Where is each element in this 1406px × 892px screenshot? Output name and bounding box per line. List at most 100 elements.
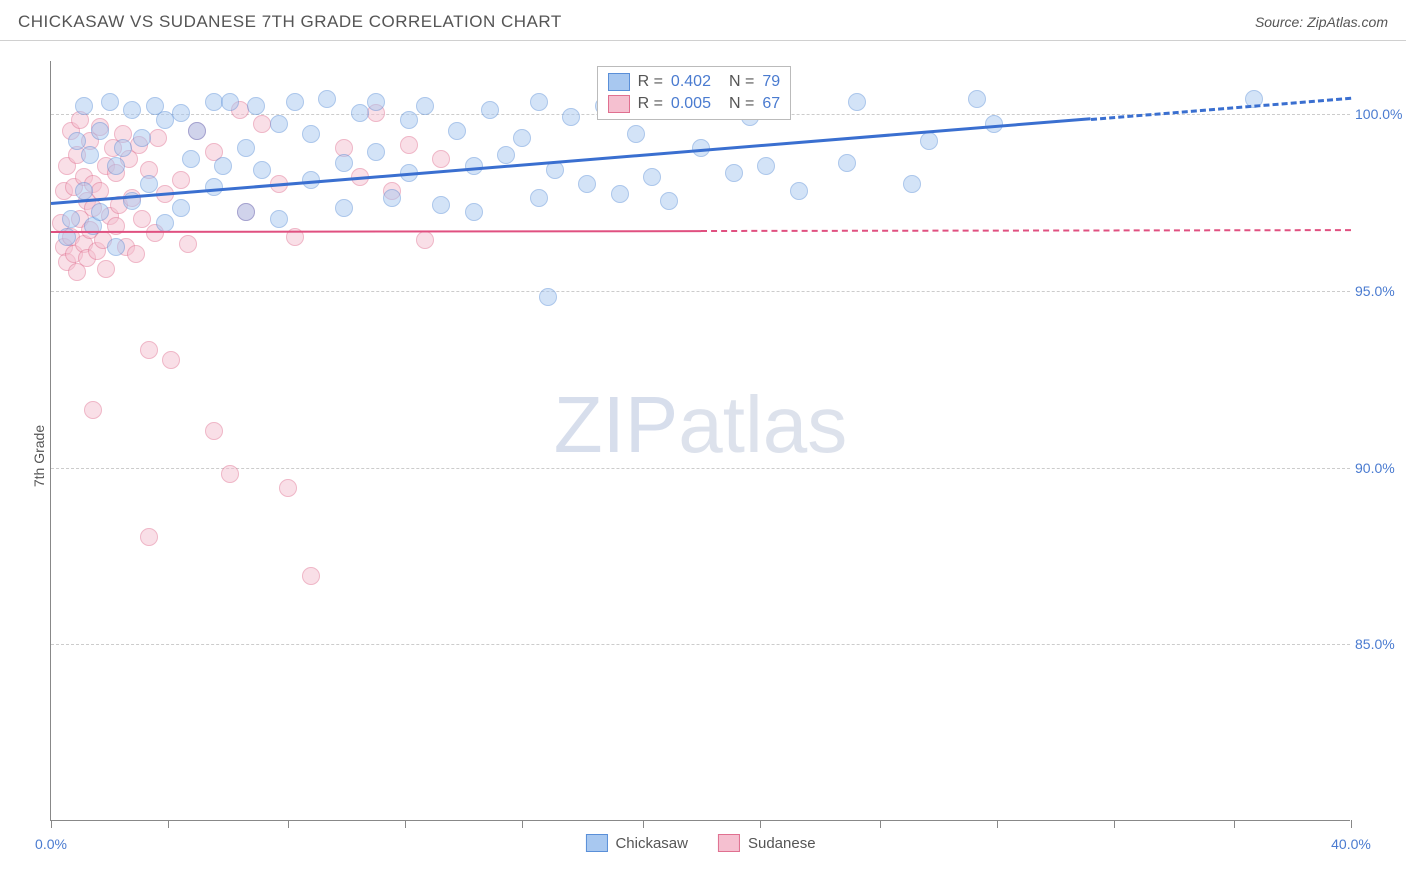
legend-swatch bbox=[608, 73, 630, 91]
stats-legend: R =0.402N =79R =0.005N =67 bbox=[597, 66, 792, 120]
data-point bbox=[400, 111, 418, 129]
data-point bbox=[539, 288, 557, 306]
legend-label: Sudanese bbox=[748, 835, 816, 852]
data-point bbox=[481, 101, 499, 119]
x-tick bbox=[643, 820, 644, 828]
x-tick bbox=[51, 820, 52, 828]
data-point bbox=[114, 139, 132, 157]
data-point bbox=[205, 422, 223, 440]
data-point bbox=[448, 122, 466, 140]
data-point bbox=[757, 157, 775, 175]
r-value: 0.402 bbox=[671, 73, 711, 91]
data-point bbox=[660, 192, 678, 210]
y-axis-label: 7th Grade bbox=[31, 425, 47, 487]
data-point bbox=[127, 245, 145, 263]
data-point bbox=[75, 97, 93, 115]
x-tick bbox=[405, 820, 406, 828]
plot-region: ZIPatlas 85.0%90.0%95.0%100.0%0.0%40.0%R… bbox=[50, 61, 1350, 821]
data-point bbox=[107, 238, 125, 256]
r-value: 0.005 bbox=[671, 95, 711, 113]
data-point bbox=[91, 203, 109, 221]
data-point bbox=[513, 129, 531, 147]
trend-line bbox=[701, 229, 1351, 232]
data-point bbox=[91, 122, 109, 140]
data-point bbox=[562, 108, 580, 126]
watermark: ZIPatlas bbox=[554, 379, 847, 471]
data-point bbox=[214, 157, 232, 175]
data-point bbox=[530, 189, 548, 207]
series-legend: Chickasaw Sudanese bbox=[585, 834, 815, 852]
n-value: 79 bbox=[762, 73, 780, 91]
chart-area: 7th Grade ZIPatlas 85.0%90.0%95.0%100.0%… bbox=[0, 41, 1406, 871]
data-point bbox=[400, 136, 418, 154]
n-label: N = bbox=[729, 73, 754, 91]
data-point bbox=[270, 210, 288, 228]
legend-item: Chickasaw bbox=[585, 834, 688, 852]
data-point bbox=[367, 143, 385, 161]
data-point bbox=[81, 146, 99, 164]
x-tick bbox=[1234, 820, 1235, 828]
data-point bbox=[75, 182, 93, 200]
x-tick bbox=[760, 820, 761, 828]
data-point bbox=[968, 90, 986, 108]
data-point bbox=[416, 97, 434, 115]
data-point bbox=[383, 189, 401, 207]
data-point bbox=[133, 129, 151, 147]
data-point bbox=[253, 161, 271, 179]
data-point bbox=[162, 351, 180, 369]
data-point bbox=[302, 567, 320, 585]
x-tick bbox=[880, 820, 881, 828]
stats-legend-row: R =0.005N =67 bbox=[608, 93, 781, 115]
data-point bbox=[140, 528, 158, 546]
chart-source: Source: ZipAtlas.com bbox=[1255, 14, 1388, 30]
gridline bbox=[51, 291, 1350, 292]
data-point bbox=[62, 210, 80, 228]
data-point bbox=[903, 175, 921, 193]
data-point bbox=[530, 93, 548, 111]
legend-label: Chickasaw bbox=[615, 835, 688, 852]
data-point bbox=[432, 150, 450, 168]
data-point bbox=[302, 125, 320, 143]
trend-line bbox=[51, 230, 701, 233]
stats-legend-row: R =0.402N =79 bbox=[608, 71, 781, 93]
watermark-part1: ZIP bbox=[554, 380, 678, 469]
y-tick-label: 90.0% bbox=[1355, 460, 1405, 476]
data-point bbox=[367, 93, 385, 111]
data-point bbox=[237, 203, 255, 221]
data-point bbox=[286, 93, 304, 111]
legend-swatch bbox=[608, 95, 630, 113]
x-tick bbox=[168, 820, 169, 828]
data-point bbox=[351, 104, 369, 122]
data-point bbox=[140, 175, 158, 193]
data-point bbox=[156, 214, 174, 232]
data-point bbox=[140, 341, 158, 359]
data-point bbox=[838, 154, 856, 172]
data-point bbox=[172, 199, 190, 217]
data-point bbox=[221, 93, 239, 111]
data-point bbox=[279, 479, 297, 497]
legend-swatch bbox=[718, 834, 740, 852]
x-tick-label: 0.0% bbox=[35, 836, 67, 852]
data-point bbox=[335, 199, 353, 217]
data-point bbox=[643, 168, 661, 186]
y-tick-label: 85.0% bbox=[1355, 636, 1405, 652]
x-tick bbox=[997, 820, 998, 828]
data-point bbox=[416, 231, 434, 249]
data-point bbox=[107, 157, 125, 175]
data-point bbox=[237, 139, 255, 157]
chart-title: CHICKASAW VS SUDANESE 7TH GRADE CORRELAT… bbox=[18, 12, 562, 32]
data-point bbox=[725, 164, 743, 182]
r-label: R = bbox=[638, 95, 663, 113]
data-point bbox=[179, 235, 197, 253]
y-tick-label: 95.0% bbox=[1355, 283, 1405, 299]
gridline bbox=[51, 468, 1350, 469]
data-point bbox=[84, 401, 102, 419]
data-point bbox=[432, 196, 450, 214]
data-point bbox=[182, 150, 200, 168]
trend-line bbox=[51, 118, 1091, 206]
data-point bbox=[97, 260, 115, 278]
x-tick bbox=[1351, 820, 1352, 828]
x-tick bbox=[288, 820, 289, 828]
data-point bbox=[848, 93, 866, 111]
watermark-part2: atlas bbox=[678, 380, 847, 469]
